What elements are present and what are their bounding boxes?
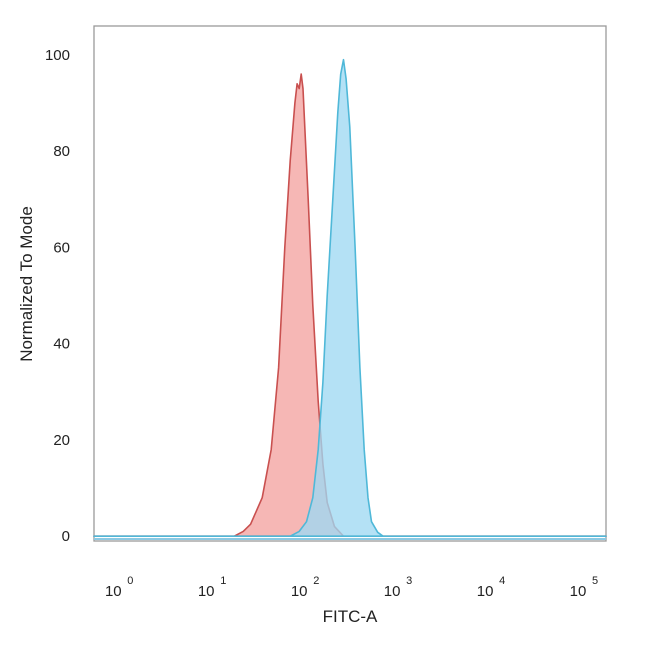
x-tick-exponent: 4 <box>499 575 505 587</box>
y-tick-label: 20 <box>53 432 70 449</box>
x-tick-label: 10 <box>198 583 215 600</box>
x-tick-exponent: 5 <box>592 575 598 587</box>
histogram-series-2 <box>93 58 607 537</box>
x-tick-label: 10 <box>477 583 494 600</box>
x-tick-exponent: 0 <box>127 575 133 587</box>
x-tick-exponent: 1 <box>220 575 226 587</box>
x-tick-label: 10 <box>384 583 401 600</box>
y-tick-labels: 0 20 40 60 80 100 <box>45 47 70 545</box>
y-axis-title: Normalized To Mode <box>17 206 36 362</box>
x-tick-exponent: 3 <box>406 575 412 587</box>
x-tick-exponent: 2 <box>313 575 319 587</box>
x-axis-title: FITC-A <box>323 607 378 626</box>
series-layer <box>93 58 607 537</box>
x-tick-label: 10 <box>291 583 308 600</box>
y-tick-label: 0 <box>62 528 70 545</box>
x-tick-labels: 10 0 10 1 10 2 10 3 10 4 10 5 <box>105 575 598 600</box>
y-tick-label: 60 <box>53 239 70 256</box>
y-tick-label: 80 <box>53 143 70 160</box>
x-tick-label: 10 <box>105 583 122 600</box>
x-tick-label: 10 <box>570 583 587 600</box>
y-tick-label: 100 <box>45 47 70 64</box>
y-tick-label: 40 <box>53 336 70 353</box>
